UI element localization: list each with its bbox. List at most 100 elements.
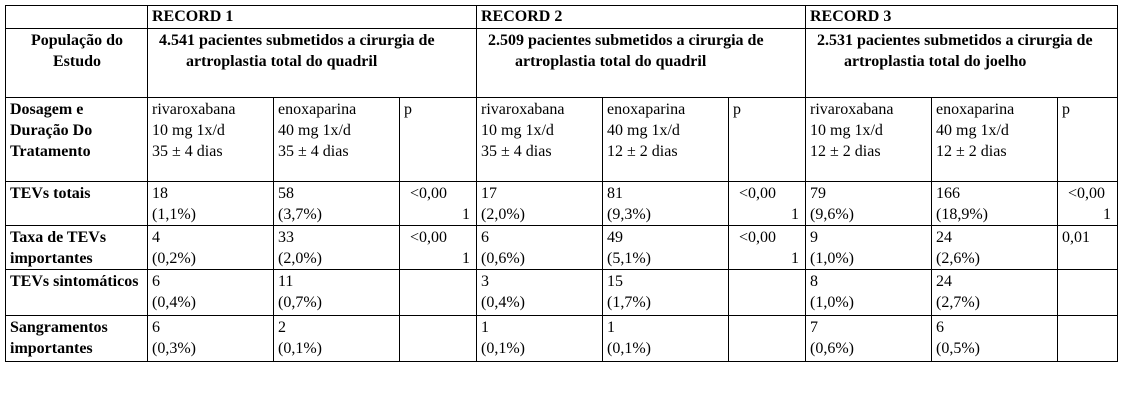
dosage-r3-col2: enoxaparina 40 mg 1x/d 12 ± 2 dias	[931, 97, 1058, 182]
cell-value: 18	[152, 185, 168, 202]
cell-value: 58	[278, 185, 294, 202]
population-record1: 4.541 pacientes submetidos a cirurgia de…	[147, 28, 477, 98]
header-empty-cell	[5, 5, 148, 29]
population-record2-text: 2.509 pacientes submetidos a cirurgia de…	[488, 32, 764, 70]
dosage-r1-col1: rivaroxabana 10 mg 1x/d 35 ± 4 dias	[147, 97, 274, 182]
value-cell: 6 (0,3%)	[147, 315, 274, 362]
dosage-r2-col2: enoxaparina 40 mg 1x/d 12 ± 2 dias	[602, 97, 729, 182]
value-cell: 4 (0,2%)	[147, 225, 274, 270]
value-cell: 6 (0,4%)	[147, 269, 274, 316]
cell-percent: (0,6%)	[810, 340, 854, 357]
value-cell: 7 (0,6%)	[805, 315, 932, 362]
value-cell: 11 (0,7%)	[273, 269, 400, 316]
cell-value: 4	[152, 229, 160, 246]
cell-value: 0,01	[1062, 229, 1090, 246]
cell-value: 49	[607, 229, 623, 246]
cell-percent: (1,0%)	[810, 294, 854, 311]
cell-value: 7	[810, 319, 818, 336]
dosage-r2-col3: p	[728, 97, 806, 182]
value-cell: 79 (9,6%)	[805, 181, 932, 226]
cell-percent: 1	[462, 250, 470, 267]
population-record3-text: 2.531 pacientes submetidos a cirurgia de…	[817, 32, 1093, 70]
cell-percent: (2,6%)	[936, 250, 980, 267]
p-value-cell	[728, 269, 806, 316]
cell-percent: (0,1%)	[607, 340, 651, 357]
value-cell: 24 (2,7%)	[931, 269, 1058, 316]
cell-value: 17	[481, 185, 497, 202]
cell-percent: (0,4%)	[152, 294, 196, 311]
dosage-dose: 40 mg 1x/d	[607, 122, 680, 139]
cell-value: 9	[810, 229, 818, 246]
cell-percent: 1	[462, 206, 470, 223]
value-cell: 3 (0,4%)	[476, 269, 603, 316]
value-cell: 49 (5,1%)	[602, 225, 729, 270]
cell-percent: (0,4%)	[481, 294, 525, 311]
dosage-days: 35 ± 4 dias	[152, 143, 223, 160]
dosage-days: 35 ± 4 dias	[278, 143, 349, 160]
cell-percent: (3,7%)	[278, 206, 322, 223]
value-cell: 24 (2,6%)	[931, 225, 1058, 270]
cell-percent: 1	[1103, 206, 1111, 223]
p-value-cell: <0,00 1	[1057, 181, 1118, 226]
p-value-cell: <0,00 1	[399, 181, 477, 226]
value-cell: 166 (18,9%)	[931, 181, 1058, 226]
dosage-days: 12 ± 2 dias	[810, 143, 881, 160]
cell-value: 24	[936, 229, 952, 246]
cell-value: <0,00	[410, 185, 448, 202]
dosage-drug: enoxaparina	[936, 101, 1015, 118]
cell-value: 79	[810, 185, 826, 202]
row-label: TEVs totais	[5, 181, 148, 226]
cell-percent: (2,7%)	[936, 294, 980, 311]
cell-percent: (0,2%)	[152, 250, 196, 267]
value-cell: 9 (1,0%)	[805, 225, 932, 270]
header-record3: RECORD 3	[805, 5, 1118, 29]
population-record2: 2.509 pacientes submetidos a cirurgia de…	[476, 28, 806, 98]
value-cell: 17 (2,0%)	[476, 181, 603, 226]
cell-percent: (18,9%)	[936, 206, 988, 223]
value-cell: 2 (0,1%)	[273, 315, 400, 362]
value-cell: 1 (0,1%)	[476, 315, 603, 362]
cell-value: 24	[936, 273, 952, 290]
cell-percent: (9,3%)	[607, 206, 651, 223]
table-row: Sangramentos importantes 6 (0,3%) 2 (0,1%) 1(…	[5, 315, 1118, 362]
cell-value: 11	[278, 273, 294, 290]
row-label: Sangramentos importantes	[5, 315, 148, 362]
dosage-drug: enoxaparina	[278, 101, 357, 118]
cell-value: <0,00	[739, 185, 777, 202]
cell-value: <0,00	[1068, 185, 1106, 202]
p-value-cell: <0,00 1	[399, 225, 477, 270]
cell-percent: 1	[791, 206, 799, 223]
cell-value: 2	[278, 319, 286, 336]
cell-value: <0,00	[410, 229, 448, 246]
dosage-dose: 10 mg 1x/d	[810, 122, 883, 139]
table-row: TEVs sintomáticos 6 (0,4%) 11 (0,7%) 3 (0,4%) 1…	[5, 269, 1118, 316]
cell-percent: (0,5%)	[936, 340, 980, 357]
cell-percent: (5,1%)	[607, 250, 651, 267]
cell-value: 6	[152, 273, 160, 290]
p-value-cell: <0,00 1	[728, 225, 806, 270]
p-value-cell: 0,01	[1057, 225, 1118, 270]
cell-value: 15	[607, 273, 623, 290]
cell-percent: (0,6%)	[481, 250, 525, 267]
cell-value: 81	[607, 185, 623, 202]
cell-percent: 1	[791, 250, 799, 267]
cell-value: 33	[278, 229, 294, 246]
p-value-cell	[1057, 315, 1118, 362]
cell-percent: (2,0%)	[278, 250, 322, 267]
cell-percent: (1,7%)	[607, 294, 651, 311]
value-cell: 33 (2,0%)	[273, 225, 400, 270]
dosage-r3-col1: rivaroxabana 10 mg 1x/d 12 ± 2 dias	[805, 97, 932, 182]
dosage-r3-col3: p	[1057, 97, 1118, 182]
dosage-dose: 40 mg 1x/d	[278, 122, 351, 139]
p-value-cell	[728, 315, 806, 362]
cell-value: 6	[152, 319, 160, 336]
dosage-drug: enoxaparina	[607, 101, 686, 118]
population-label: População do Estudo	[5, 28, 148, 98]
dosage-dose: 10 mg 1x/d	[481, 122, 554, 139]
header-record1: RECORD 1	[147, 5, 477, 29]
cell-value: 8	[810, 273, 818, 290]
dosage-drug: p	[1062, 101, 1070, 118]
cell-percent: (1,1%)	[152, 206, 196, 223]
cell-value: 1	[481, 319, 489, 336]
value-cell: 1 (0,1%)	[602, 315, 729, 362]
